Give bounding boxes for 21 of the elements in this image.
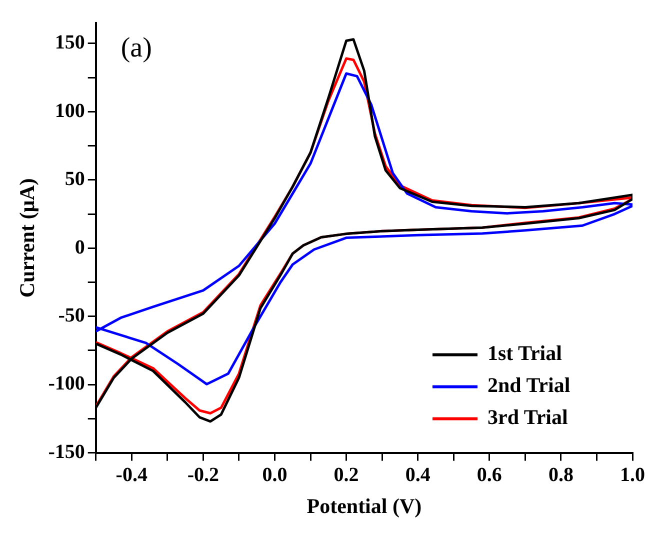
x-tick-label: -0.2 bbox=[187, 464, 220, 486]
y-tick-label: 150 bbox=[54, 32, 85, 54]
x-tick-label: -0.4 bbox=[116, 464, 148, 486]
legend-label: 3rd Trial bbox=[488, 405, 568, 430]
y-tick-label: 50 bbox=[64, 168, 85, 190]
x-tick-label: 0.0 bbox=[262, 464, 288, 486]
y-tick-label: 100 bbox=[54, 100, 85, 122]
y-tick-label: -150 bbox=[48, 440, 85, 463]
y-tick-label: -50 bbox=[58, 304, 85, 327]
y-tick-label: -100 bbox=[48, 372, 85, 395]
x-tick-label: 1.0 bbox=[620, 464, 645, 486]
legend-label: 1st Trial bbox=[488, 341, 562, 366]
x-tick-label: 0.4 bbox=[405, 464, 430, 486]
x-tick-label: 0.8 bbox=[548, 464, 574, 486]
x-tick-label: 0.2 bbox=[334, 464, 359, 486]
x-tick-label: 0.6 bbox=[476, 464, 502, 486]
y-tick-label: 0 bbox=[74, 236, 85, 258]
x-axis-title: Potential (V) bbox=[306, 494, 422, 518]
legend-label: 2nd Trial bbox=[488, 373, 570, 398]
annotation: (a) bbox=[120, 32, 152, 64]
y-axis-title: Current (μA) bbox=[15, 178, 40, 298]
